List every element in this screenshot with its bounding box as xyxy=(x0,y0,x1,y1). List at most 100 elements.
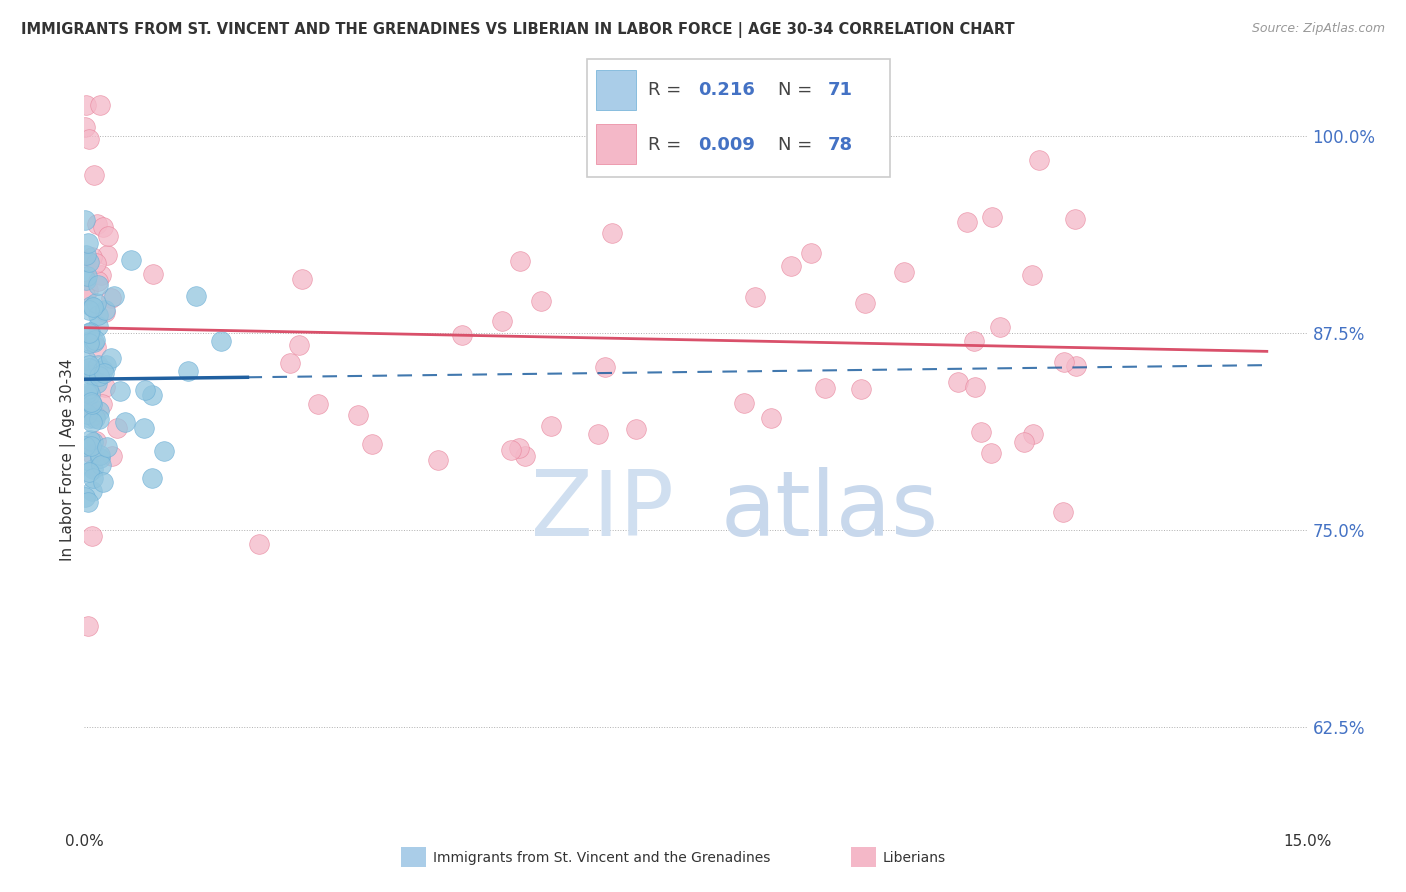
Point xyxy=(96,441,118,455)
Point xyxy=(780,259,803,273)
Point xyxy=(75,98,97,112)
Point xyxy=(77,403,100,417)
Point xyxy=(1022,427,1045,442)
Point xyxy=(209,334,232,349)
Point xyxy=(77,334,100,349)
Point xyxy=(75,120,97,135)
Point xyxy=(849,382,872,396)
Point xyxy=(77,236,100,251)
Point xyxy=(491,314,513,328)
Point xyxy=(744,290,766,304)
Point xyxy=(90,268,112,282)
Point xyxy=(83,410,105,425)
Point xyxy=(80,415,103,429)
Text: 0.216: 0.216 xyxy=(697,81,755,100)
Point xyxy=(75,353,97,368)
FancyBboxPatch shape xyxy=(586,59,890,178)
Point xyxy=(142,267,165,281)
Point xyxy=(75,439,97,453)
Point xyxy=(89,368,111,383)
Point xyxy=(153,443,176,458)
Point xyxy=(76,407,98,421)
Point xyxy=(508,441,530,455)
Point xyxy=(1028,153,1050,167)
Point xyxy=(83,168,105,182)
Point xyxy=(76,247,98,261)
Text: IMMIGRANTS FROM ST. VINCENT AND THE GRENADINES VS LIBERIAN IN LABOR FORCE | AGE : IMMIGRANTS FROM ST. VINCENT AND THE GREN… xyxy=(21,22,1015,38)
Point xyxy=(360,437,382,451)
Point xyxy=(76,364,98,378)
Point xyxy=(75,273,97,287)
Point xyxy=(308,397,330,411)
Point xyxy=(103,289,125,303)
Text: atlas: atlas xyxy=(720,467,939,555)
Point xyxy=(79,358,101,372)
Point xyxy=(288,338,311,352)
Point xyxy=(94,305,117,319)
Point xyxy=(79,387,101,401)
Text: R =: R = xyxy=(648,81,688,100)
Text: Source: ZipAtlas.com: Source: ZipAtlas.com xyxy=(1251,22,1385,36)
Point xyxy=(77,466,100,480)
Point xyxy=(1021,268,1043,282)
Point xyxy=(593,360,616,375)
Point xyxy=(291,272,314,286)
Point xyxy=(75,254,97,268)
Point xyxy=(110,384,132,398)
Point xyxy=(94,380,117,394)
Point xyxy=(87,278,110,293)
Point xyxy=(450,328,472,343)
Point xyxy=(980,211,1002,225)
Point xyxy=(89,411,111,425)
Point xyxy=(79,411,101,425)
Point xyxy=(76,452,98,467)
Point xyxy=(132,421,155,435)
Point xyxy=(79,325,101,339)
Point xyxy=(80,447,103,461)
Point xyxy=(247,537,270,551)
Point xyxy=(100,351,122,366)
Point xyxy=(990,319,1012,334)
Point xyxy=(89,450,111,465)
Point xyxy=(84,333,107,347)
Point xyxy=(893,265,915,279)
Point xyxy=(84,256,107,270)
Point xyxy=(134,383,156,397)
Point xyxy=(101,449,124,463)
Text: 71: 71 xyxy=(828,81,853,100)
Point xyxy=(100,291,122,305)
Point xyxy=(499,442,522,457)
FancyBboxPatch shape xyxy=(596,70,636,110)
FancyBboxPatch shape xyxy=(844,841,883,873)
Point xyxy=(80,483,103,498)
Point xyxy=(515,449,537,463)
Point xyxy=(980,446,1002,460)
Point xyxy=(82,462,104,476)
Point xyxy=(946,375,969,389)
Text: Immigrants from St. Vincent and the Grenadines: Immigrants from St. Vincent and the Gren… xyxy=(433,851,770,865)
Point xyxy=(114,415,136,429)
Point xyxy=(84,295,107,310)
Point xyxy=(586,427,609,442)
Point xyxy=(1012,435,1035,450)
Point xyxy=(91,475,114,489)
Point xyxy=(1063,212,1085,227)
Point xyxy=(83,408,105,422)
Point xyxy=(96,358,118,372)
Text: N =: N = xyxy=(779,81,818,100)
Point xyxy=(177,364,200,378)
Point xyxy=(346,408,368,422)
Point xyxy=(83,334,105,349)
Point xyxy=(80,368,103,383)
Point xyxy=(800,246,823,260)
Point xyxy=(77,283,100,297)
Point xyxy=(80,250,103,264)
Point xyxy=(86,376,108,391)
Point xyxy=(80,439,103,453)
Point xyxy=(105,421,128,435)
Point xyxy=(86,308,108,322)
Text: Liberians: Liberians xyxy=(883,851,946,865)
Point xyxy=(814,381,837,395)
Point xyxy=(82,300,104,314)
Point xyxy=(97,229,120,244)
